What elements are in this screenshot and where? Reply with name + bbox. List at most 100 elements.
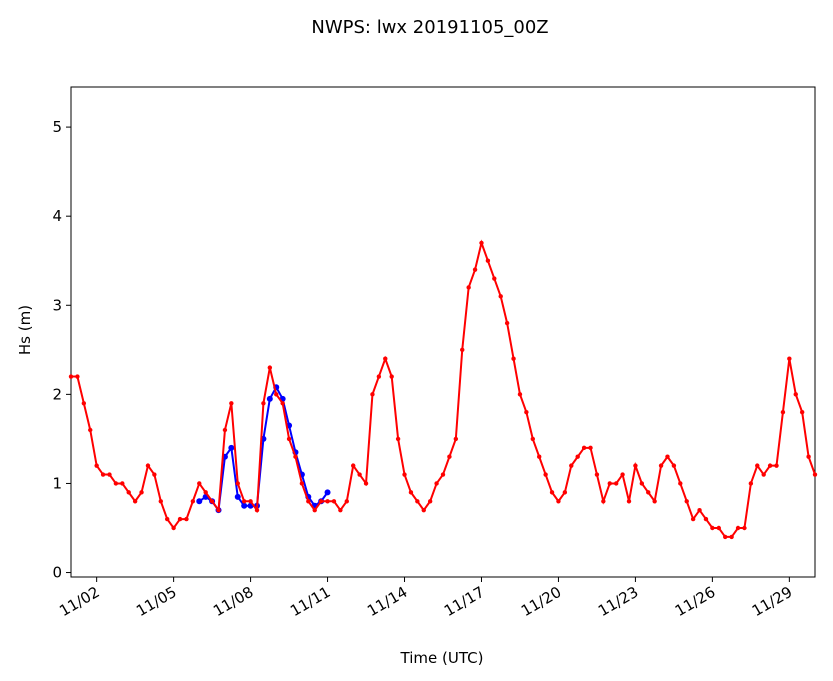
point <box>671 463 677 468</box>
point <box>331 499 337 504</box>
point <box>338 507 343 513</box>
point <box>126 490 131 495</box>
point <box>222 427 228 433</box>
point <box>280 401 285 406</box>
point <box>806 454 811 459</box>
chart-title: NWPS: lwx 20191105_00Z <box>311 17 548 38</box>
x-axis-label: Time (UTC) <box>400 649 484 667</box>
point <box>575 454 580 459</box>
point <box>312 507 317 513</box>
point <box>158 499 163 504</box>
point <box>81 401 87 406</box>
x-tick-label: 11/14 <box>364 583 410 620</box>
point <box>684 499 689 504</box>
point <box>235 481 240 486</box>
y-tick-label: 0 <box>52 564 62 582</box>
point <box>370 392 375 397</box>
point <box>234 493 241 500</box>
plot-frame <box>70 86 816 578</box>
point <box>767 463 773 468</box>
point <box>261 401 266 406</box>
point <box>511 356 516 361</box>
point <box>665 454 670 459</box>
point <box>248 499 253 504</box>
point <box>594 472 600 477</box>
point <box>793 392 798 397</box>
point <box>562 490 568 495</box>
point <box>299 481 305 486</box>
point <box>748 481 754 486</box>
x-tick-label: 11/23 <box>595 583 641 620</box>
point <box>639 481 645 486</box>
point <box>389 374 394 379</box>
point <box>139 490 144 495</box>
point <box>113 481 119 486</box>
point <box>306 499 311 504</box>
point <box>351 463 356 468</box>
point <box>652 499 657 504</box>
point <box>75 374 80 379</box>
point <box>440 472 446 477</box>
point <box>447 454 452 459</box>
point <box>434 481 439 486</box>
x-tick-label: 11/29 <box>749 583 795 620</box>
point <box>421 507 426 513</box>
point <box>761 472 766 477</box>
point <box>145 463 151 468</box>
point <box>787 356 792 361</box>
point <box>197 481 202 486</box>
point <box>132 499 138 504</box>
point <box>68 374 74 379</box>
point <box>633 463 638 468</box>
point <box>357 472 362 477</box>
point <box>376 374 382 379</box>
point <box>460 347 465 353</box>
point <box>742 525 747 531</box>
point <box>196 498 203 505</box>
point <box>498 294 503 299</box>
point <box>472 267 478 272</box>
point <box>229 401 234 406</box>
point <box>658 463 664 468</box>
point <box>607 481 612 486</box>
point <box>710 525 715 531</box>
point <box>254 507 260 513</box>
point <box>88 427 93 433</box>
y-tick-label: 4 <box>52 207 62 225</box>
point <box>203 490 208 495</box>
point <box>228 444 235 451</box>
point <box>588 445 593 451</box>
point <box>241 499 247 504</box>
point <box>485 258 491 263</box>
point <box>165 516 170 522</box>
y-tick-label: 2 <box>52 385 62 403</box>
y-tick-label: 5 <box>52 118 62 136</box>
point <box>209 499 215 504</box>
point <box>267 365 273 370</box>
series-line <box>71 239 816 538</box>
point <box>543 472 548 477</box>
point <box>620 472 625 477</box>
point <box>274 392 279 397</box>
point <box>325 499 330 504</box>
point <box>697 507 702 513</box>
point <box>286 436 292 442</box>
point <box>241 502 248 509</box>
point <box>723 534 728 540</box>
x-tick-label: 11/02 <box>56 583 102 620</box>
point <box>293 454 298 459</box>
point <box>524 409 529 415</box>
point <box>729 534 734 540</box>
point <box>177 516 183 522</box>
y-tick-label: 1 <box>52 474 62 492</box>
point <box>690 516 696 522</box>
point <box>184 516 189 522</box>
point <box>402 472 407 477</box>
point <box>107 472 112 477</box>
x-tick-label: 11/11 <box>287 583 333 620</box>
point <box>504 320 510 326</box>
x-tick-label: 11/08 <box>210 583 256 620</box>
point <box>626 499 632 504</box>
point <box>774 463 779 468</box>
